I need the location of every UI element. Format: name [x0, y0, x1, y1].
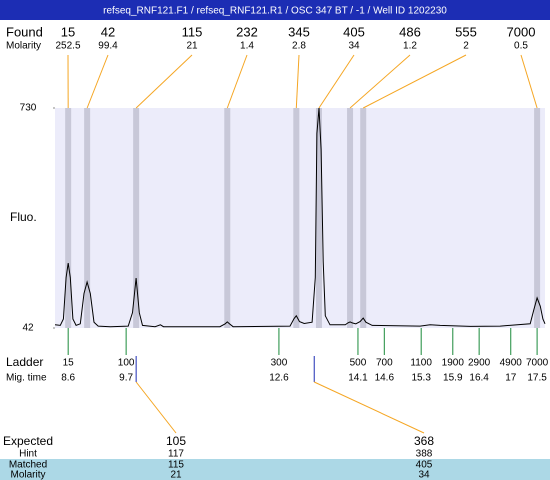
peak-band: [293, 108, 300, 328]
found-molarity: 34: [348, 41, 360, 52]
found-molarity: 99.4: [98, 41, 118, 52]
peak-leader: [86, 54, 109, 109]
peak-band: [534, 108, 541, 328]
peak-leader: [520, 54, 538, 109]
title-bar: [0, 0, 550, 20]
ladder-time: 17: [505, 373, 517, 384]
ladder-size: 500: [350, 358, 367, 369]
ladder-time: 17.5: [527, 373, 547, 384]
hint-size: 117: [168, 449, 184, 460]
ladder-size: 100: [118, 358, 135, 369]
found-size: 555: [455, 24, 477, 39]
peak-band: [360, 108, 367, 328]
expected-molarity: 34: [418, 470, 430, 480]
found-label: Found: [6, 24, 43, 39]
ladder-time: 15.9: [443, 373, 463, 384]
ladder-time: 9.7: [119, 373, 133, 384]
found-molarity: 0.5: [514, 41, 528, 52]
ladder-label: Ladder: [6, 355, 43, 369]
ladder-size: 700: [376, 358, 393, 369]
peak-band: [133, 108, 140, 328]
ladder-size: 7000: [526, 358, 549, 369]
expected-size: 105: [166, 434, 186, 448]
found-size: 115: [182, 24, 203, 39]
ladder-time: 15.3: [411, 373, 431, 384]
peak-band: [315, 108, 322, 328]
found-size: 486: [399, 24, 421, 39]
mig-time-label: Mig. time: [6, 373, 47, 384]
peak-leader: [362, 54, 467, 109]
ladder-time: 14.6: [375, 373, 395, 384]
expected-size: 368: [414, 434, 434, 448]
found-size: 7000: [507, 24, 536, 39]
y-tick-label: 42: [22, 323, 34, 334]
peak-leader: [226, 54, 248, 109]
expected-molarity: 21: [170, 470, 182, 480]
ladder-size: 4900: [500, 358, 523, 369]
peak-band: [347, 108, 354, 328]
peak-leader: [135, 54, 193, 109]
expected-molarity-label: Molarity: [10, 470, 45, 480]
ladder-size: 15: [63, 358, 75, 369]
found-molarity: 2: [463, 41, 469, 52]
trace: [54, 107, 546, 328]
found-molarity: 1.4: [240, 41, 254, 52]
hint-label: Hint: [19, 449, 37, 460]
title: refseq_RNF121.F1 / refseq_RNF121.R1 / OS…: [103, 6, 447, 17]
matched-size: 115: [168, 460, 184, 471]
peak-leader: [318, 54, 355, 109]
peak-leader: [295, 54, 300, 109]
ladder-size: 1100: [410, 358, 432, 369]
y-axis-label: Fluo.: [10, 210, 37, 224]
plot-area: [55, 108, 545, 328]
found-size: 345: [288, 24, 310, 39]
ladder-size: 1900: [442, 358, 465, 369]
peak-band: [224, 108, 231, 328]
expected-label: Expected: [3, 434, 53, 448]
matched-band: [0, 459, 550, 480]
ladder-time: 12.6: [269, 373, 289, 384]
found-molarity: 1.2: [403, 41, 417, 52]
hint-size: 388: [416, 449, 433, 460]
peak-band: [84, 108, 91, 328]
found-size: 15: [61, 24, 75, 39]
expected-leader: [135, 381, 177, 434]
ladder-time: 8.6: [61, 373, 75, 384]
found-molarity: 252.5: [55, 41, 80, 52]
ladder-size: 2900: [468, 358, 491, 369]
ladder-time: 14.1: [348, 373, 368, 384]
found-molarity: 2.8: [292, 41, 306, 52]
peak-leader: [349, 54, 411, 109]
found-molarity: 21: [186, 41, 198, 52]
y-tick-label: 730: [20, 103, 37, 114]
ladder-size: 300: [271, 358, 288, 369]
matched-size: 405: [416, 460, 433, 471]
found-size: 42: [101, 24, 115, 39]
expected-leader: [314, 381, 425, 434]
ladder-time: 16.4: [469, 373, 489, 384]
matched-label: Matched: [9, 460, 47, 471]
found-size: 232: [236, 24, 258, 39]
found-molarity-label: Molarity: [6, 41, 41, 52]
peak-band: [65, 108, 72, 328]
found-size: 405: [343, 24, 365, 39]
